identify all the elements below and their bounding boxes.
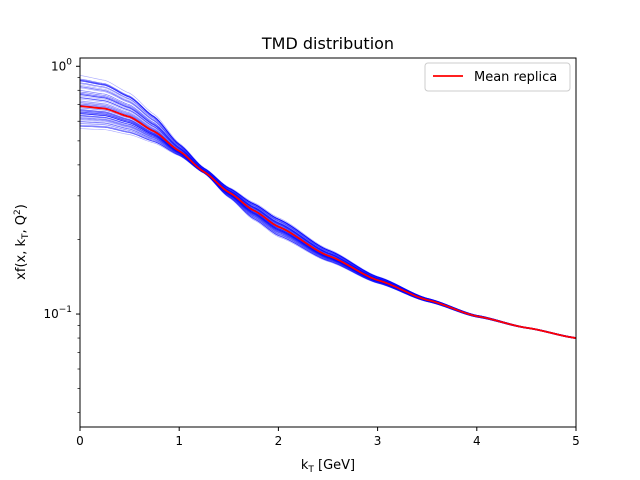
y-tick-label: 10−1 [43, 305, 72, 321]
chart-title: TMD distribution [261, 34, 394, 53]
x-tick-label: 1 [175, 434, 183, 448]
y-axis-label: xf(x, kT, Q2) [13, 204, 31, 280]
y-axis: 100 10−1 [43, 57, 80, 413]
replica-curve [80, 75, 576, 338]
y-tick-label: 100 [51, 57, 72, 73]
x-tick-label: 2 [275, 434, 283, 448]
mean-replica-line [80, 105, 576, 339]
x-axis-label: kT [GeV] [301, 458, 355, 475]
legend: Mean replica [424, 62, 571, 92]
x-tick-label: 0 [76, 434, 84, 448]
legend-mean-label: Mean replica [474, 70, 557, 85]
plot-frame [79, 57, 577, 428]
x-tick-label: 3 [374, 434, 382, 448]
x-axis: 0 1 2 3 4 5 [76, 427, 580, 448]
mean-replica-series [80, 105, 576, 339]
replica-curve [80, 128, 576, 340]
x-tick-label: 5 [572, 434, 580, 448]
x-tick-label: 4 [473, 434, 481, 448]
legend-box [424, 62, 571, 92]
